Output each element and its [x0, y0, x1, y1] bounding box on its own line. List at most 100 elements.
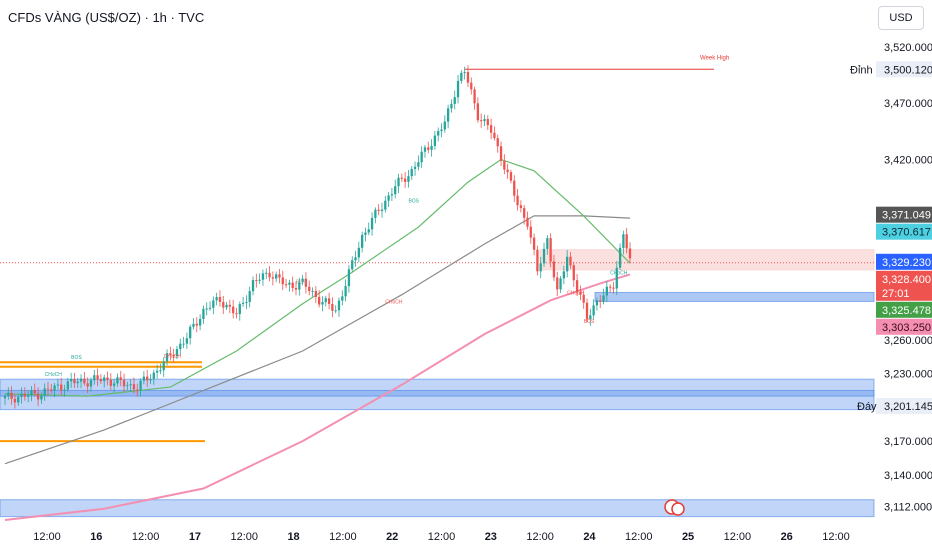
candle[interactable] [248, 286, 251, 308]
candle[interactable] [182, 336, 185, 349]
candle[interactable] [255, 273, 258, 288]
candle[interactable] [63, 384, 66, 397]
candle[interactable] [33, 383, 36, 397]
candle[interactable] [179, 338, 182, 356]
candle[interactable] [185, 332, 189, 349]
candle[interactable] [314, 286, 317, 304]
candle[interactable] [443, 115, 446, 133]
candle[interactable] [592, 299, 595, 320]
currency-button[interactable]: USD [878, 6, 924, 30]
candle[interactable] [446, 104, 450, 129]
candle[interactable] [602, 288, 605, 305]
candle[interactable] [116, 373, 119, 387]
candle[interactable] [304, 272, 308, 294]
candle[interactable] [83, 372, 86, 386]
candle[interactable] [420, 146, 423, 169]
candle[interactable] [13, 394, 17, 409]
candle[interactable] [370, 212, 374, 236]
candle[interactable] [152, 369, 155, 385]
candle[interactable] [96, 368, 99, 386]
candle[interactable] [308, 280, 311, 296]
candle[interactable] [556, 271, 559, 297]
candle[interactable] [364, 227, 367, 242]
candle[interactable] [394, 179, 397, 199]
candle[interactable] [189, 324, 192, 345]
candle[interactable] [529, 220, 532, 244]
candle[interactable] [575, 273, 579, 297]
candle[interactable] [26, 391, 30, 403]
candle[interactable] [20, 387, 23, 404]
candle[interactable] [440, 123, 443, 138]
candle[interactable] [463, 66, 466, 80]
candle[interactable] [413, 161, 417, 176]
candle[interactable] [149, 374, 152, 385]
candle[interactable] [410, 166, 413, 180]
candle[interactable] [523, 205, 526, 225]
candle[interactable] [423, 144, 427, 158]
candle[interactable] [212, 296, 215, 315]
candle[interactable] [456, 75, 460, 104]
candle[interactable] [93, 369, 96, 385]
candle[interactable] [532, 233, 536, 256]
candle[interactable] [351, 256, 354, 272]
candle[interactable] [241, 297, 245, 307]
candle[interactable] [109, 373, 112, 391]
candle[interactable] [278, 269, 281, 284]
candle[interactable] [625, 227, 628, 254]
candle[interactable] [559, 276, 562, 294]
candle[interactable] [489, 118, 493, 140]
candle[interactable] [175, 345, 179, 360]
candle[interactable] [66, 377, 69, 392]
candle[interactable] [169, 346, 172, 361]
candle[interactable] [628, 242, 632, 264]
candle[interactable] [337, 297, 341, 317]
candle[interactable] [30, 385, 33, 402]
candle[interactable] [73, 372, 76, 389]
candle[interactable] [397, 173, 400, 193]
candle[interactable] [549, 233, 552, 268]
candle[interactable] [79, 374, 83, 389]
candle[interactable] [566, 250, 569, 278]
candle[interactable] [40, 392, 43, 404]
candle[interactable] [536, 245, 539, 276]
candle[interactable] [519, 200, 523, 213]
plot-area[interactable]: Week High CHoCH CHoCH BOS BOS CHoCH CHoCH CHoCH… [0, 55, 875, 521]
candle[interactable] [453, 90, 456, 110]
candle[interactable] [23, 387, 26, 401]
candle[interactable] [327, 292, 331, 310]
candle[interactable] [516, 188, 519, 211]
candle[interactable] [235, 307, 238, 319]
candle[interactable] [496, 134, 499, 153]
candle[interactable] [615, 261, 618, 295]
candle[interactable] [450, 99, 453, 113]
candle[interactable] [344, 279, 347, 302]
candle[interactable] [103, 374, 106, 388]
candle[interactable] [357, 241, 360, 263]
candle[interactable] [218, 290, 222, 307]
candle[interactable] [136, 383, 139, 397]
candle[interactable] [99, 373, 103, 384]
candle[interactable] [258, 273, 261, 285]
candle[interactable] [232, 299, 235, 319]
candle[interactable] [119, 370, 122, 387]
candle[interactable] [60, 377, 63, 396]
candle[interactable] [76, 377, 79, 388]
candle[interactable] [126, 381, 129, 391]
candle[interactable] [403, 172, 407, 188]
candle[interactable] [205, 302, 208, 316]
candle[interactable] [122, 373, 126, 392]
candle[interactable] [36, 387, 40, 407]
candle[interactable] [86, 377, 89, 393]
candle[interactable] [334, 305, 337, 314]
candle[interactable] [284, 279, 288, 289]
candle[interactable] [387, 192, 390, 207]
candle[interactable] [139, 378, 142, 397]
candle[interactable] [202, 305, 205, 325]
candle[interactable] [400, 173, 403, 182]
candle[interactable] [245, 295, 248, 310]
candle[interactable] [251, 276, 255, 296]
candle[interactable] [503, 154, 506, 175]
candle[interactable] [480, 113, 483, 128]
candle[interactable] [579, 285, 582, 301]
